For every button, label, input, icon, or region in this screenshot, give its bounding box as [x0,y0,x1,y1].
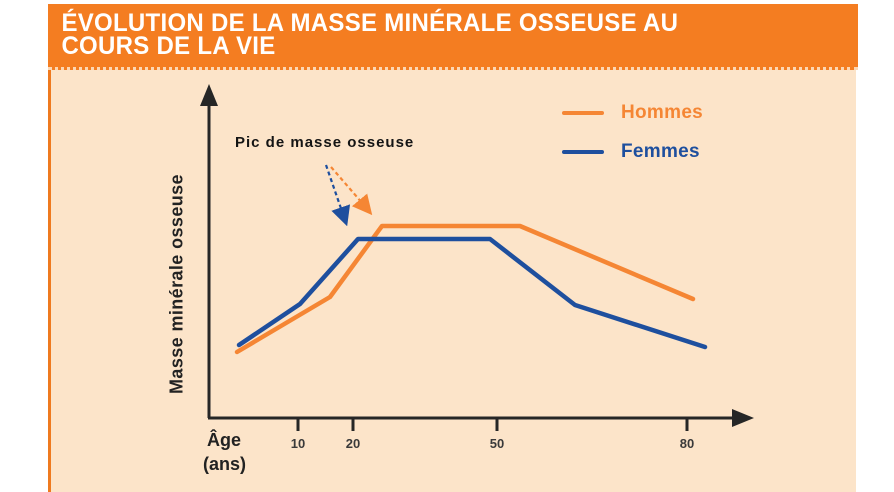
page-title: ÉVOLUTION DE LA MASSE MINÉRALE OSSEUSE A… [61,9,679,60]
series-line-femmes [236,236,708,350]
data-series-lines [234,223,708,355]
legend: Hommes Femmes [562,102,703,180]
legend-label: Hommes [621,102,704,123]
annotation-arrow-femmes [324,164,351,227]
x-tick-label: 50 [490,436,504,451]
x-axis-ticks: 10 20 50 80 [291,419,694,451]
series-line-hommes [234,223,696,355]
hommes-line-swatch-icon [562,111,604,115]
peak-annotation-label: Pic de masse osseuse [235,134,415,151]
legend-label: Femmes [621,141,700,162]
y-axis-arrowhead-icon [200,84,218,106]
x-tick-label: 80 [680,436,694,451]
axes [200,84,754,427]
x-axis-unit-label: (ans) [203,454,247,474]
chart-panel [48,70,856,492]
y-axis-label: Masse minérale osseuse [166,174,187,394]
x-axis-label: Âge [207,430,242,450]
annotation-arrows [324,164,373,227]
annotation-arrow-hommes [330,166,373,216]
legend-item-femmes: Femmes [562,141,703,163]
x-tick-label: 20 [346,436,360,451]
header-banner: ÉVOLUTION DE LA MASSE MINÉRALE OSSEUSE A… [48,4,858,70]
femmes-line-swatch-icon [562,150,604,154]
x-tick-label: 10 [291,436,305,451]
legend-item-hommes: Hommes [562,102,703,124]
x-axis-arrowhead-icon [732,409,754,427]
